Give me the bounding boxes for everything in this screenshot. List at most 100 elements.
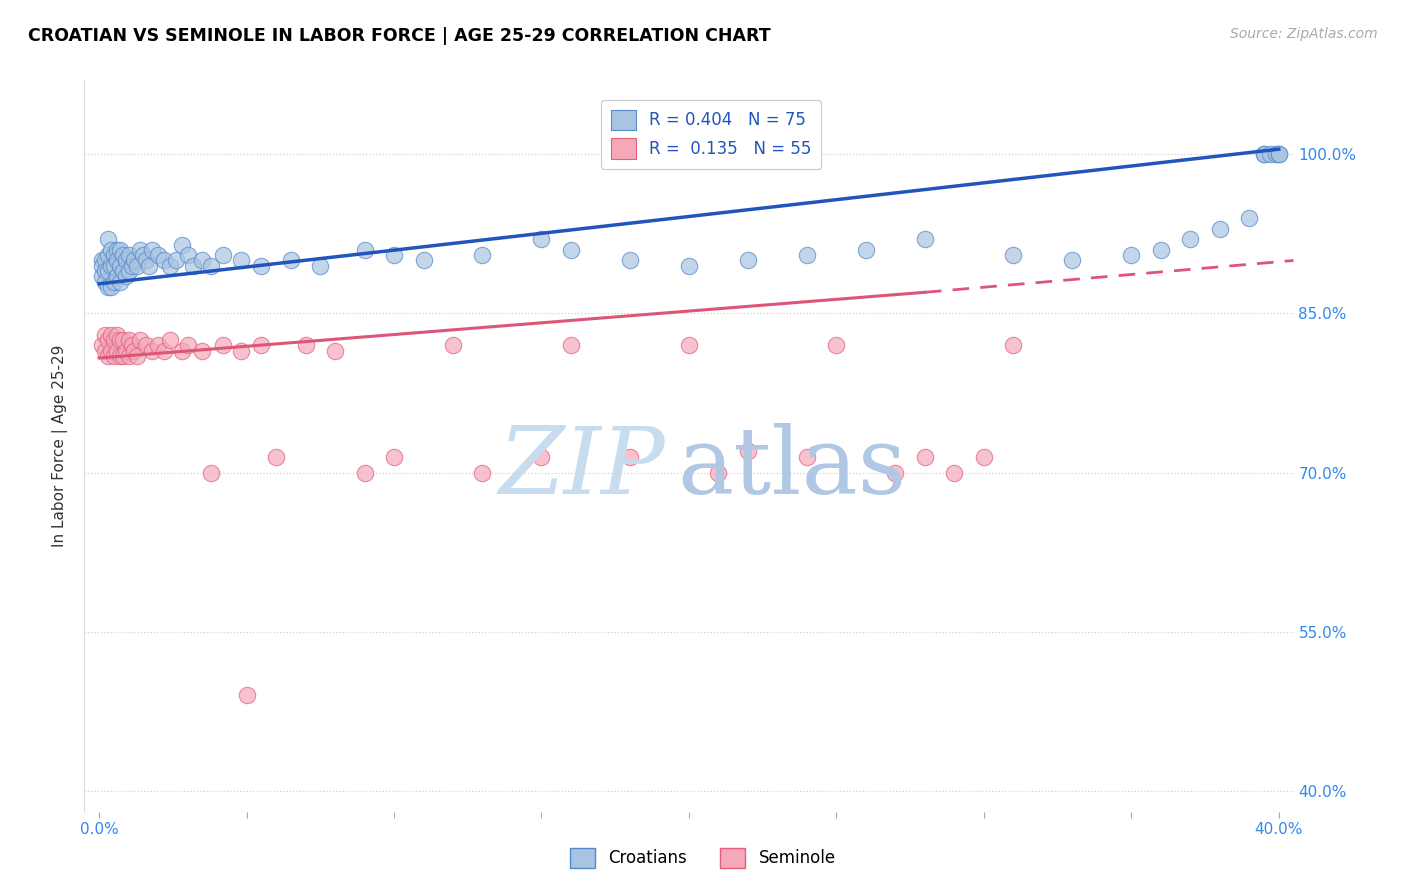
Point (105, 327, 128, 342)
Point (825, 338, 848, 352)
Point (100, 343, 122, 358)
Point (1268, 147, 1291, 161)
Point (114, 269, 136, 284)
Y-axis label: In Labor Force | Age 25-29: In Labor Force | Age 25-29 (52, 345, 69, 547)
Text: atlas: atlas (676, 423, 905, 513)
Point (100, 280, 122, 294)
Point (103, 259, 125, 273)
Point (141, 243, 163, 257)
Point (124, 253, 146, 268)
Point (138, 259, 160, 273)
Point (796, 248, 818, 262)
Point (117, 333, 139, 347)
Point (94, 253, 117, 268)
Point (200, 466, 222, 480)
Point (146, 248, 169, 262)
Point (108, 243, 131, 257)
Point (1253, 147, 1275, 161)
Point (97, 248, 120, 262)
Point (94, 264, 117, 278)
Point (678, 338, 700, 352)
Point (141, 343, 163, 358)
Point (108, 275, 131, 289)
Point (108, 333, 131, 347)
Point (100, 243, 122, 257)
Point (105, 343, 128, 358)
Point (176, 338, 198, 352)
Point (94, 327, 117, 342)
Point (1268, 147, 1291, 161)
Point (111, 349, 134, 363)
Point (235, 688, 257, 702)
Point (97, 232, 120, 246)
Point (264, 450, 287, 464)
Point (170, 343, 193, 358)
Point (1121, 248, 1143, 262)
Point (471, 248, 494, 262)
Point (1002, 248, 1025, 262)
Point (250, 259, 273, 273)
Point (111, 264, 134, 278)
Point (796, 450, 818, 464)
Text: ZIP: ZIP (498, 423, 665, 513)
Point (91, 253, 114, 268)
Point (129, 333, 152, 347)
Point (530, 232, 553, 246)
Point (117, 349, 139, 363)
Point (191, 253, 214, 268)
Point (1264, 147, 1286, 161)
Point (309, 259, 332, 273)
Point (94, 275, 117, 289)
Point (212, 338, 235, 352)
Point (165, 253, 187, 268)
Point (100, 327, 122, 342)
Legend: Croatians, Seminole: Croatians, Seminole (564, 841, 842, 875)
Point (132, 248, 155, 262)
Point (97, 333, 120, 347)
Point (200, 259, 222, 273)
Point (560, 243, 582, 257)
Point (159, 259, 181, 273)
Point (914, 232, 936, 246)
Point (103, 349, 125, 363)
Point (280, 253, 302, 268)
Point (250, 338, 273, 352)
Point (943, 466, 966, 480)
Point (884, 466, 907, 480)
Point (176, 248, 198, 262)
Point (737, 444, 759, 458)
Legend: R = 0.404   N = 75, R =  0.135   N = 55: R = 0.404 N = 75, R = 0.135 N = 55 (600, 100, 821, 169)
Point (678, 259, 700, 273)
Point (108, 349, 131, 363)
Point (91, 259, 114, 273)
Point (1239, 211, 1261, 225)
Point (707, 466, 730, 480)
Point (129, 243, 152, 257)
Point (441, 338, 464, 352)
Point (94, 343, 117, 358)
Point (382, 248, 405, 262)
Point (1062, 253, 1084, 268)
Point (111, 333, 134, 347)
Point (1209, 221, 1232, 235)
Point (91, 338, 114, 352)
Point (183, 259, 205, 273)
Text: CROATIAN VS SEMINOLE IN LABOR FORCE | AGE 25-29 CORRELATION CHART: CROATIAN VS SEMINOLE IN LABOR FORCE | AG… (28, 27, 770, 45)
Point (127, 349, 149, 363)
Point (560, 338, 582, 352)
Point (973, 450, 995, 464)
Point (412, 253, 434, 268)
Point (121, 259, 143, 273)
Point (191, 343, 214, 358)
Point (159, 333, 181, 347)
Point (105, 269, 128, 284)
Point (229, 343, 252, 358)
Text: Source: ZipAtlas.com: Source: ZipAtlas.com (1230, 27, 1378, 41)
Point (1253, 147, 1275, 161)
Point (97, 280, 120, 294)
Point (323, 343, 346, 358)
Point (855, 243, 877, 257)
Point (471, 466, 494, 480)
Point (737, 253, 759, 268)
Point (97, 349, 120, 363)
